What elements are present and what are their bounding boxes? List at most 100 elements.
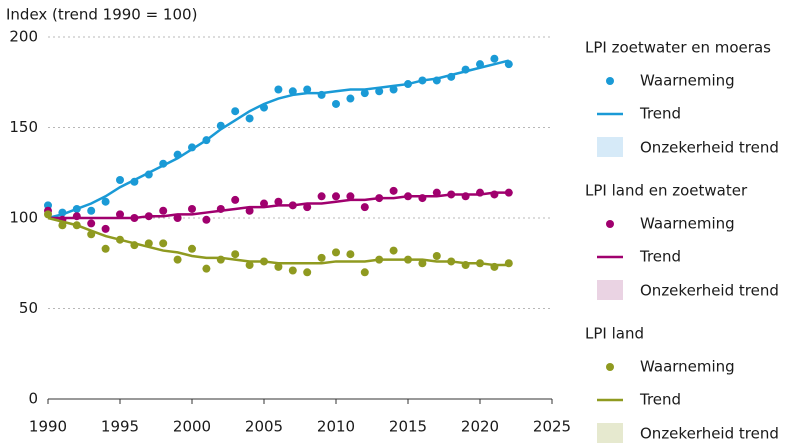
observation-dot: [317, 192, 326, 201]
observation-dot: [490, 190, 499, 199]
observation-dot: [288, 266, 297, 275]
observation-dot: [216, 121, 225, 130]
observation-dot: [72, 221, 81, 230]
observation-dot: [202, 264, 211, 273]
observation-dot: [317, 90, 326, 99]
observation-dot: [87, 206, 96, 215]
legend-dot: [606, 363, 614, 371]
observation-dot: [159, 239, 168, 248]
y-tick-label: 100: [9, 209, 38, 227]
observation-dot: [58, 208, 67, 217]
x-tick-label: 2005: [245, 418, 283, 436]
x-tick-label: 2000: [173, 418, 211, 436]
observation-dot: [116, 175, 124, 184]
observation-dot: [245, 206, 254, 215]
observation-dot: [274, 197, 283, 206]
observation-dot: [159, 159, 168, 168]
x-tick-label: 2010: [317, 418, 355, 436]
observation-dot: [216, 204, 225, 213]
observation-dot: [173, 255, 182, 264]
observation-dot: [231, 195, 240, 204]
observation-dot: [303, 85, 312, 94]
observation-dot: [389, 246, 398, 255]
observation-dot: [116, 235, 124, 244]
observation-dot: [418, 194, 427, 203]
legend-label: Trend: [639, 391, 681, 409]
observation-dot: [461, 261, 470, 270]
observation-dot: [504, 188, 513, 197]
observation-dot: [303, 268, 312, 277]
observation-dot: [260, 199, 268, 208]
observation-dot: [231, 107, 240, 116]
trend-line: [47, 59, 510, 220]
x-tick-label: 2025: [533, 418, 571, 436]
observation-dot: [447, 190, 456, 199]
observation-dot: [476, 188, 484, 197]
legend-label: Waarneming: [640, 215, 735, 233]
x-tick-label: 2015: [389, 418, 427, 436]
observation-dot: [202, 136, 211, 145]
observation-dot: [288, 201, 297, 210]
observation-dot: [332, 248, 340, 257]
observation-dot: [144, 239, 153, 248]
observation-dot: [188, 244, 196, 253]
observation-dot: [375, 255, 384, 264]
x-tick-label: 2020: [461, 418, 499, 436]
observation-dot: [346, 250, 355, 259]
observation-dot: [101, 197, 110, 206]
y-axis-label: Index (trend 1990 = 100): [6, 6, 197, 24]
observation-dot: [447, 257, 456, 266]
observation-dot: [461, 65, 470, 74]
legend-group-title: LPI zoetwater en moeras: [585, 39, 771, 57]
observation-dot: [72, 212, 81, 221]
observation-dot: [144, 212, 153, 221]
observation-dot: [260, 257, 268, 266]
observation-dot: [332, 99, 340, 108]
legend-label: Trend: [639, 248, 681, 266]
observation-dot: [432, 252, 441, 261]
observation-dot: [375, 194, 384, 203]
observation-dot: [44, 210, 52, 219]
legend-swatch: [597, 137, 623, 157]
observation-dot: [116, 210, 124, 219]
observation-dot: [274, 85, 283, 94]
y-tick-label: 0: [28, 390, 38, 408]
observation-dot: [360, 89, 369, 98]
y-tick-label: 50: [19, 299, 38, 317]
observation-dot: [418, 76, 427, 85]
observation-dot: [317, 253, 326, 262]
observation-dot: [216, 255, 225, 264]
observation-dot: [504, 259, 513, 268]
observation-dot: [432, 188, 441, 197]
observation-dot: [58, 221, 67, 230]
observation-dot: [389, 85, 398, 94]
legend-dot: [606, 220, 614, 228]
observation-dot: [245, 114, 254, 123]
observation-dot: [360, 203, 369, 212]
legend-label: Waarneming: [640, 72, 735, 90]
observation-dot: [288, 87, 297, 96]
observation-dot: [332, 192, 340, 201]
observation-dot: [360, 268, 369, 277]
legend-label: Onzekerheid trend: [640, 282, 779, 300]
legend-group-title: LPI land en zoetwater: [585, 182, 748, 200]
legend-dot: [606, 77, 614, 85]
observation-dot: [346, 192, 355, 201]
legend-label: Onzekerheid trend: [640, 139, 779, 157]
observation-dot: [87, 230, 96, 239]
observation-dot: [375, 87, 384, 96]
observation-dot: [130, 241, 139, 250]
observation-dot: [87, 219, 96, 228]
y-tick-label: 150: [9, 118, 38, 136]
observation-dot: [245, 261, 254, 270]
observation-dot: [173, 150, 182, 159]
legend-label: Waarneming: [640, 358, 735, 376]
observation-dot: [461, 192, 470, 201]
y-tick-label: 200: [9, 28, 38, 46]
legend-group-title: LPI land: [585, 325, 644, 343]
observation-dot: [72, 204, 81, 213]
observation-dot: [188, 143, 196, 152]
legend-label: Onzekerheid trend: [640, 425, 779, 443]
observation-dot: [404, 255, 412, 264]
